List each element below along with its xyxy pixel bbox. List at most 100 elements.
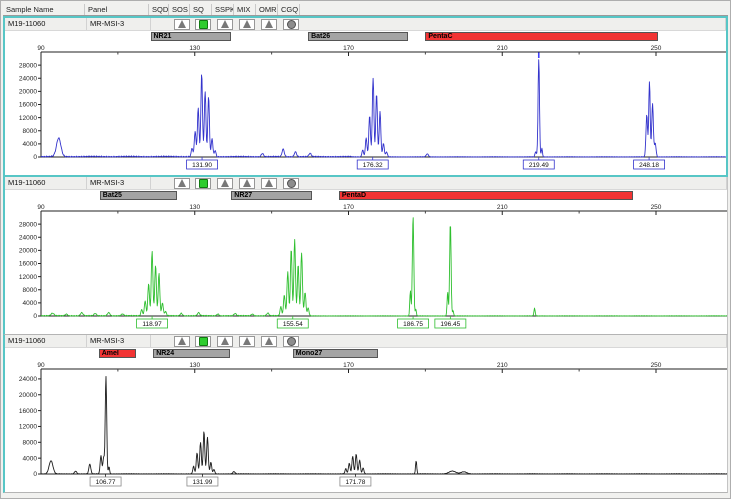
flag-cell-mix[interactable]	[236, 18, 258, 30]
header-col-sspk[interactable]: SSPK	[212, 4, 234, 15]
panel-name-cell[interactable]: MR-MSI-3	[87, 335, 151, 347]
marker-bar-pentac: PentaC	[425, 32, 658, 41]
peak-label-box[interactable]	[633, 159, 665, 170]
header-col-omr[interactable]: OMR	[256, 4, 278, 15]
x-tick-label: 170	[343, 45, 354, 52]
header-col-sqd[interactable]: SQD	[149, 4, 169, 15]
header-col-cgq[interactable]: CGQ	[278, 4, 300, 15]
flag-cell-sspk[interactable]	[214, 18, 236, 30]
header-col-panel[interactable]: Panel	[85, 4, 149, 15]
sample-name-cell[interactable]: M19-11060	[5, 18, 87, 30]
panel-name-cell[interactable]: MR-MSI-3	[87, 18, 151, 30]
x-tick-label: 170	[343, 204, 354, 211]
peak-size-label[interactable]: 186.75	[403, 321, 423, 328]
peak-size-label[interactable]: 248.18	[639, 162, 659, 169]
peak-size-label[interactable]: 176.32	[363, 162, 383, 169]
peak-size-label[interactable]: 155.54	[283, 321, 303, 328]
flag-sq[interactable]	[195, 177, 211, 189]
flag-cgq[interactable]	[283, 18, 299, 30]
sample-name-cell[interactable]: M19-11060	[5, 335, 87, 347]
peak-size-label[interactable]: 118.97	[142, 321, 162, 328]
flag-sspk[interactable]	[217, 177, 233, 189]
header-col-sq[interactable]: SQ	[190, 4, 212, 15]
peak-label-box[interactable]	[356, 159, 389, 170]
flag-cgq[interactable]	[283, 335, 299, 347]
flag-omr[interactable]	[261, 18, 277, 30]
flag-cell-sq[interactable]	[192, 177, 214, 189]
table-header: Sample Name Panel SQD SOS SQ SSPK MIX OMR CGQ	[3, 4, 728, 16]
sample-row[interactable]: M19-11060 MR-MSI-3	[5, 335, 727, 348]
marker-bar-bat25: Bat25	[99, 191, 178, 200]
peak-label-box[interactable]	[186, 476, 219, 487]
header-col-mix[interactable]: MIX	[234, 4, 256, 15]
flag-cell-sspk[interactable]	[214, 335, 236, 347]
y-tick-label: 8000	[23, 440, 38, 447]
peak-size-label[interactable]: 131.90	[192, 162, 212, 169]
flag-cell-omr[interactable]	[258, 18, 280, 30]
flag-omr[interactable]	[261, 335, 277, 347]
flag-sos[interactable]	[173, 18, 190, 30]
flag-cell-mix[interactable]	[236, 177, 258, 189]
flag-mix[interactable]	[239, 18, 255, 30]
peak-label-box[interactable]	[522, 159, 555, 170]
sample-name-cell[interactable]: M19-11060	[5, 177, 87, 189]
y-tick-label: 24000	[19, 75, 37, 82]
peak-size-label[interactable]: 196.45	[440, 321, 460, 328]
flag-cell-sos[interactable]	[171, 18, 192, 30]
marker-bar-mono27: Mono27	[292, 349, 379, 358]
panel-name-cell[interactable]: MR-MSI-3	[87, 177, 151, 189]
peak-size-label[interactable]: 131.99	[192, 479, 212, 486]
flag-cell-cgq[interactable]	[280, 18, 302, 30]
flag-cgq[interactable]	[283, 177, 299, 189]
peak-size-label[interactable]: 171.78	[345, 479, 365, 486]
flag-cell-cgq[interactable]	[280, 335, 302, 347]
peak-label-box[interactable]	[186, 159, 218, 170]
flag-cell-sq[interactable]	[192, 335, 214, 347]
peak-label-box[interactable]	[136, 318, 168, 329]
circle-flag-icon	[286, 19, 296, 29]
flag-mix[interactable]	[239, 177, 255, 189]
flag-mix[interactable]	[239, 335, 255, 347]
sample-row[interactable]: M19-11060 MR-MSI-3	[5, 177, 727, 190]
marker-bar-nr24: NR24	[153, 349, 231, 358]
sample-panel-2[interactable]: M19-11060 MR-MSI-3 Bat25 NR27 PentaD 90 130 170…	[3, 177, 728, 335]
flag-sspk[interactable]	[217, 18, 233, 30]
flag-sq[interactable]	[195, 18, 211, 30]
peak-label-box[interactable]	[339, 476, 372, 487]
flag-sos[interactable]	[173, 335, 190, 347]
flag-cell-sq[interactable]	[192, 18, 214, 30]
peak-label-box[interactable]	[397, 318, 429, 329]
y-tick-label: 28000	[19, 62, 37, 69]
peak-size-label[interactable]: 219.49	[529, 162, 549, 169]
flag-sos[interactable]	[173, 177, 190, 189]
flag-cell-omr[interactable]	[258, 335, 280, 347]
peak-size-label[interactable]: 106.77	[96, 479, 116, 486]
flag-omr[interactable]	[261, 177, 277, 189]
header-col-sample-name[interactable]: Sample Name	[3, 4, 85, 15]
marker-bar-nr21: NR21	[150, 32, 232, 41]
sample-row[interactable]: M19-11060 MR-MSI-3	[5, 18, 726, 31]
header-col-sos[interactable]: SOS	[169, 4, 190, 15]
triangle-flag-icon	[177, 179, 186, 187]
y-tick-label: 8000	[23, 128, 38, 135]
flag-sq[interactable]	[195, 335, 211, 347]
flag-cell-cgq[interactable]	[280, 177, 302, 189]
peak-label-box[interactable]	[276, 318, 309, 329]
green-square-pass-icon	[198, 336, 208, 346]
flag-cell-sos[interactable]	[171, 177, 192, 189]
sample-panel-3[interactable]: M19-11060 MR-MSI-3 Amel NR24 Mono27 90 130 170 2…	[3, 335, 728, 493]
y-tick-label: 4000	[23, 300, 38, 307]
x-tick-label: 90	[37, 45, 45, 52]
peak-label-box[interactable]	[89, 476, 122, 487]
peak-label-box[interactable]	[434, 318, 467, 329]
electropherogram-plot[interactable]: 90 130 170 210 250 0 4000 8000 12000 16000 20000 24…	[5, 359, 728, 492]
flag-cell-mix[interactable]	[236, 335, 258, 347]
electropherogram-plot[interactable]: 90 130 170 210 250 0 4000 8000 12000 16000 20000 24…	[5, 42, 728, 175]
flag-cell-sspk[interactable]	[214, 177, 236, 189]
electropherogram-plot[interactable]: 90 130 170 210 250 0 4000 8000 12000 16000 20000 24…	[5, 201, 728, 334]
flag-cell-sos[interactable]	[171, 335, 192, 347]
flag-sspk[interactable]	[217, 335, 233, 347]
sample-panel-1[interactable]: M19-11060 MR-MSI-3 NR21 Bat26 PentaC 90 130 170…	[3, 16, 728, 177]
flag-cell-sqd	[151, 335, 171, 347]
flag-cell-omr[interactable]	[258, 177, 280, 189]
